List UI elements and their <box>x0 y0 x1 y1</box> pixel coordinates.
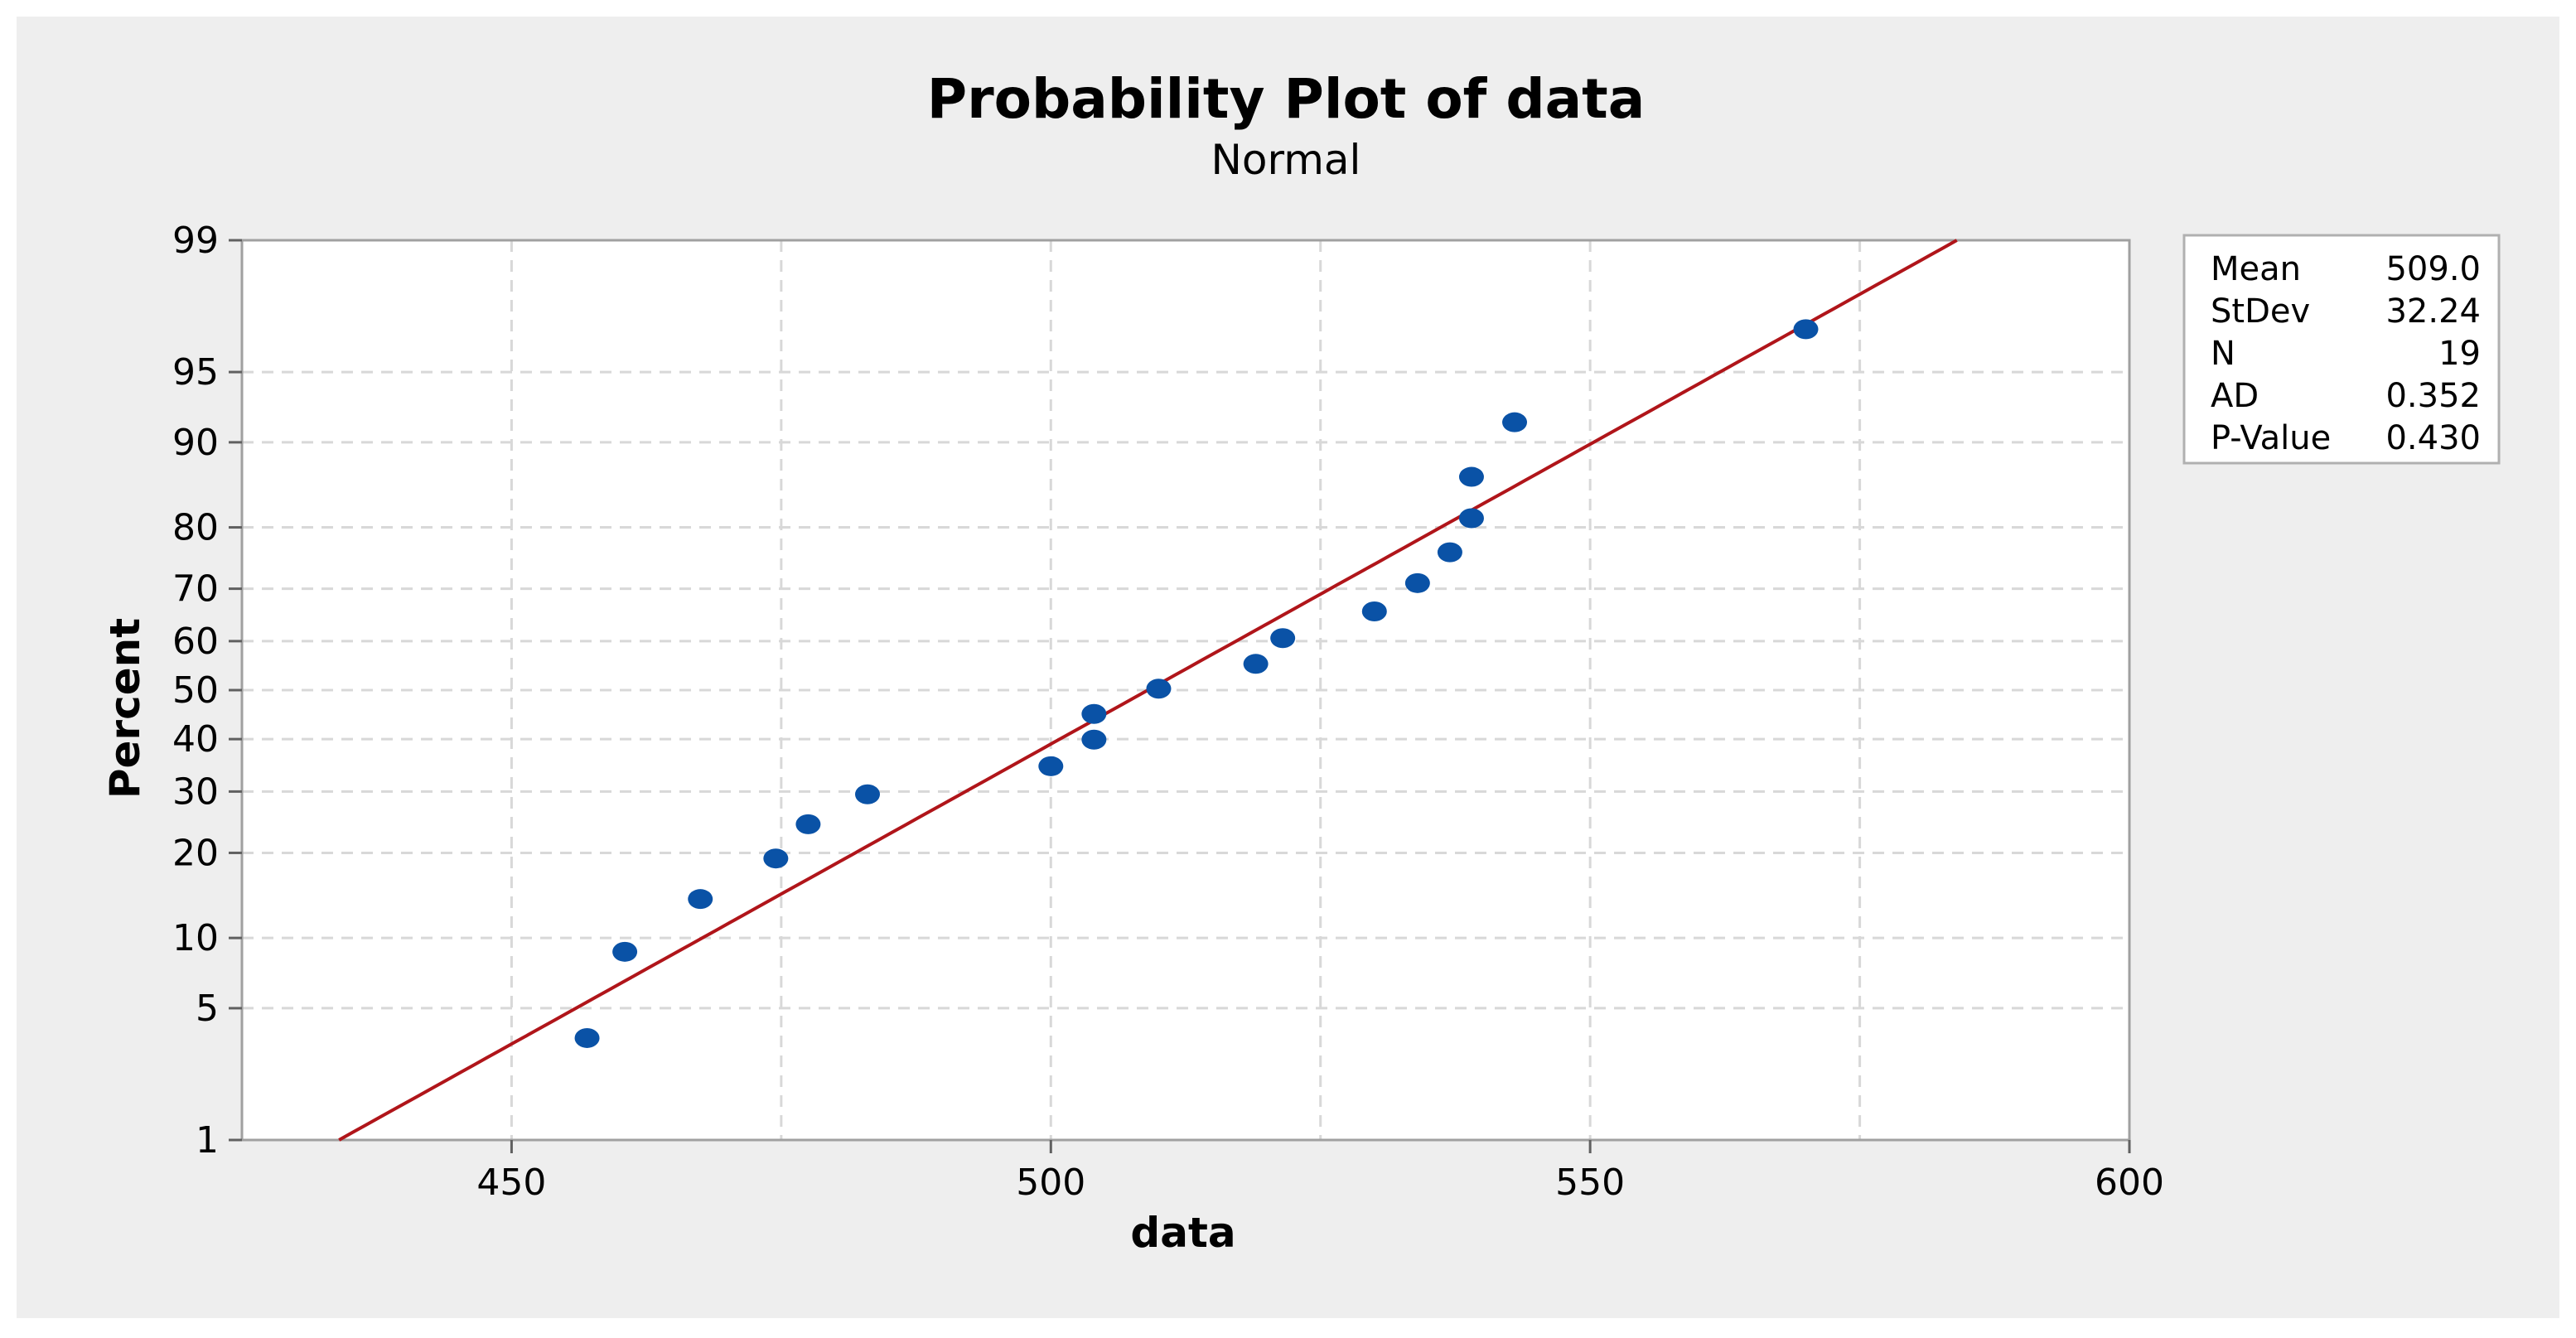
stats-value: 0.430 <box>2385 419 2481 457</box>
y-tick-label: 95 <box>172 351 219 394</box>
x-tick-label: 450 <box>476 1162 546 1204</box>
data-point <box>1361 601 1387 621</box>
data-point <box>1458 508 1484 529</box>
data-point <box>1146 679 1172 699</box>
y-tick-label: 20 <box>172 832 219 874</box>
y-tick-label: 10 <box>172 917 219 959</box>
data-point <box>1081 703 1107 724</box>
data-point <box>1502 412 1528 432</box>
stats-label: P-Value <box>2211 419 2331 457</box>
data-point <box>688 889 713 910</box>
stats-label: Mean <box>2211 250 2301 288</box>
stats-value: 509.0 <box>2385 250 2481 288</box>
y-tick-label: 60 <box>172 621 219 663</box>
stats-value: 32.24 <box>2385 292 2481 331</box>
data-point <box>1437 542 1462 563</box>
data-point <box>854 784 880 804</box>
y-tick-label: 80 <box>172 507 219 549</box>
data-point <box>574 1027 600 1048</box>
y-tick-label: 50 <box>172 669 219 712</box>
data-point <box>1793 319 1819 340</box>
data-point <box>763 848 789 869</box>
y-tick-label: 70 <box>172 568 219 611</box>
y-axis-label: Percent <box>101 618 149 799</box>
x-tick-label: 500 <box>1016 1162 1085 1204</box>
data-point <box>612 941 638 962</box>
axes: 450 500 550 600 1 5 10 20 30 40 50 60 70 80 90 95 99 <box>172 220 2164 1204</box>
data-point <box>1270 628 1296 649</box>
y-tick-label: 90 <box>172 422 219 464</box>
x-tick-label: 550 <box>1555 1162 1625 1204</box>
data-point <box>795 814 821 834</box>
y-tick-label: 1 <box>196 1119 219 1162</box>
grid <box>242 240 2129 1140</box>
y-tick-label: 40 <box>172 718 219 761</box>
stats-box-frame <box>2182 234 2501 465</box>
x-tick-label: 600 <box>2095 1162 2164 1204</box>
y-tick-label: 5 <box>196 988 219 1030</box>
y-tick-label: 30 <box>172 770 219 813</box>
y-tick-label: 99 <box>172 220 219 262</box>
data-point <box>1458 466 1484 487</box>
stats-box: Mean 509.0 StDev 32.24 N 19 AD 0.352 P-Value 0.43… <box>2182 234 2501 465</box>
data-point <box>1081 729 1107 750</box>
chart-subtitle: Normal <box>1211 136 1361 184</box>
stats-value: 0.352 <box>2385 377 2481 415</box>
data-point <box>1404 572 1430 593</box>
stats-value: 19 <box>2438 335 2481 373</box>
stats-label: StDev <box>2211 292 2310 331</box>
data-point <box>1243 654 1269 674</box>
data-points <box>574 319 1819 1048</box>
x-axis-label: data <box>1130 1209 1235 1257</box>
data-point <box>1038 756 1064 776</box>
stats-label: N <box>2211 335 2235 373</box>
stats-label: AD <box>2211 377 2259 415</box>
chart-title: Probability Plot of data <box>927 67 1645 131</box>
